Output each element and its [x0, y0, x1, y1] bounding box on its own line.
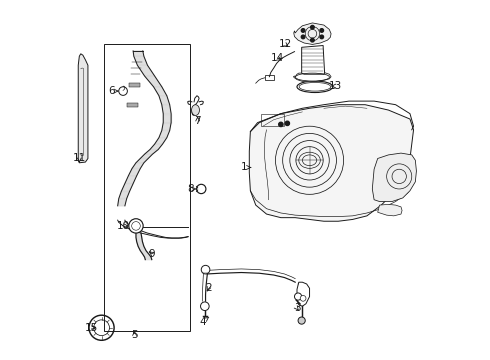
- Text: 3: 3: [294, 303, 300, 314]
- Text: 12: 12: [278, 40, 292, 49]
- Bar: [265, 75, 274, 80]
- Polygon shape: [137, 65, 155, 76]
- Bar: [261, 114, 285, 126]
- Polygon shape: [150, 144, 163, 149]
- Polygon shape: [145, 76, 162, 87]
- Polygon shape: [155, 138, 167, 144]
- Circle shape: [200, 302, 209, 311]
- Circle shape: [279, 122, 283, 127]
- Polygon shape: [127, 103, 138, 107]
- Circle shape: [311, 26, 314, 29]
- Circle shape: [201, 265, 210, 274]
- Circle shape: [119, 87, 127, 95]
- Circle shape: [129, 219, 143, 233]
- Text: 4: 4: [199, 317, 209, 327]
- Text: 2: 2: [205, 283, 212, 293]
- Text: 11: 11: [73, 153, 86, 163]
- Polygon shape: [122, 184, 133, 192]
- Polygon shape: [163, 114, 171, 123]
- Polygon shape: [249, 105, 414, 221]
- Polygon shape: [125, 176, 137, 184]
- Polygon shape: [136, 158, 148, 163]
- Text: 9: 9: [148, 248, 155, 258]
- Polygon shape: [297, 282, 310, 306]
- Circle shape: [320, 35, 323, 39]
- Text: 13: 13: [329, 81, 342, 91]
- Circle shape: [294, 293, 302, 300]
- Polygon shape: [128, 168, 140, 176]
- Polygon shape: [145, 149, 158, 154]
- Text: 5: 5: [131, 330, 138, 340]
- Circle shape: [300, 296, 306, 301]
- Circle shape: [285, 121, 290, 126]
- Polygon shape: [378, 204, 402, 216]
- Polygon shape: [159, 131, 170, 138]
- Polygon shape: [136, 233, 152, 260]
- Circle shape: [311, 39, 314, 42]
- Polygon shape: [129, 83, 140, 87]
- Ellipse shape: [192, 105, 199, 116]
- Polygon shape: [140, 154, 152, 158]
- Text: 1: 1: [241, 162, 251, 172]
- Polygon shape: [133, 51, 144, 56]
- Circle shape: [301, 29, 305, 32]
- Bar: [104, 44, 191, 330]
- Polygon shape: [294, 23, 331, 44]
- Polygon shape: [153, 87, 167, 96]
- Text: 6: 6: [108, 86, 118, 96]
- Circle shape: [320, 29, 323, 32]
- Polygon shape: [119, 192, 129, 199]
- Circle shape: [298, 317, 305, 324]
- Polygon shape: [159, 96, 170, 105]
- Circle shape: [301, 35, 305, 39]
- Polygon shape: [162, 105, 171, 114]
- Polygon shape: [132, 163, 144, 168]
- Text: 10: 10: [117, 221, 130, 231]
- Polygon shape: [294, 72, 331, 82]
- Polygon shape: [162, 123, 171, 131]
- Polygon shape: [372, 153, 416, 202]
- Text: 7: 7: [195, 116, 201, 126]
- Text: 14: 14: [270, 53, 284, 63]
- Polygon shape: [302, 45, 324, 74]
- Polygon shape: [134, 56, 147, 65]
- Text: 8: 8: [187, 184, 196, 194]
- Polygon shape: [78, 54, 88, 163]
- Text: 15: 15: [85, 323, 98, 333]
- Polygon shape: [118, 199, 126, 206]
